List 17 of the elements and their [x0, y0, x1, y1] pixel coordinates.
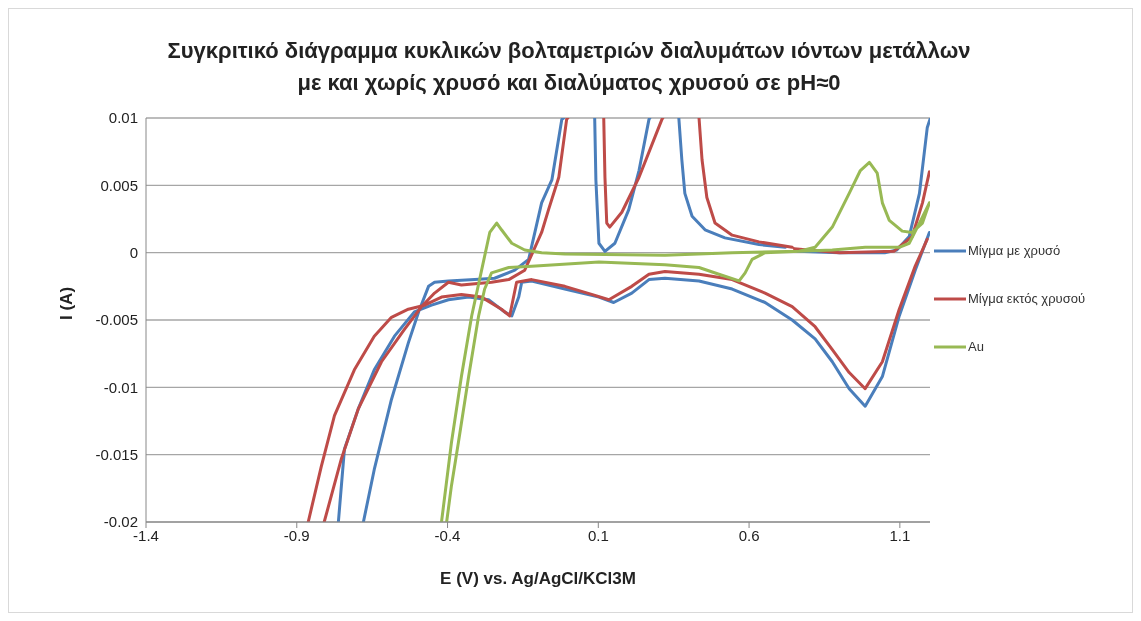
y-tick-label: 0: [129, 243, 138, 261]
legend-label: Au: [968, 338, 984, 356]
y-tick-label: -0.005: [95, 311, 138, 329]
x-tick-label: 0.6: [738, 526, 760, 544]
x-tick-label: -0.9: [283, 526, 310, 544]
legend-label: Μίγμα με χρυσό: [968, 242, 1061, 260]
y-tick-label: -0.015: [95, 445, 138, 463]
y-tick-label: 0.01: [108, 109, 138, 127]
y-tick-label: -0.01: [103, 378, 138, 396]
x-tick-label: 0.1: [587, 526, 609, 544]
chart-title: Συγκριτικό διάγραμμα κυκλικών βολταμετριών διαλυμάτων ιόντων μετάλλων με και χωρίς χρυσό και διαλύματος χρυσού σε pH≈0: [166, 37, 972, 97]
x-tick-label: -0.4: [434, 526, 461, 544]
legend-label: Μίγμα εκτός χρυσού: [968, 290, 1086, 308]
x-axis-title: E (V) vs. Ag/AgCl/KCl3M: [440, 569, 636, 588]
x-tick-label: 1.1: [889, 526, 911, 544]
y-axis-title: I (A): [57, 286, 77, 320]
y-tick-label: 0.005: [100, 176, 138, 194]
